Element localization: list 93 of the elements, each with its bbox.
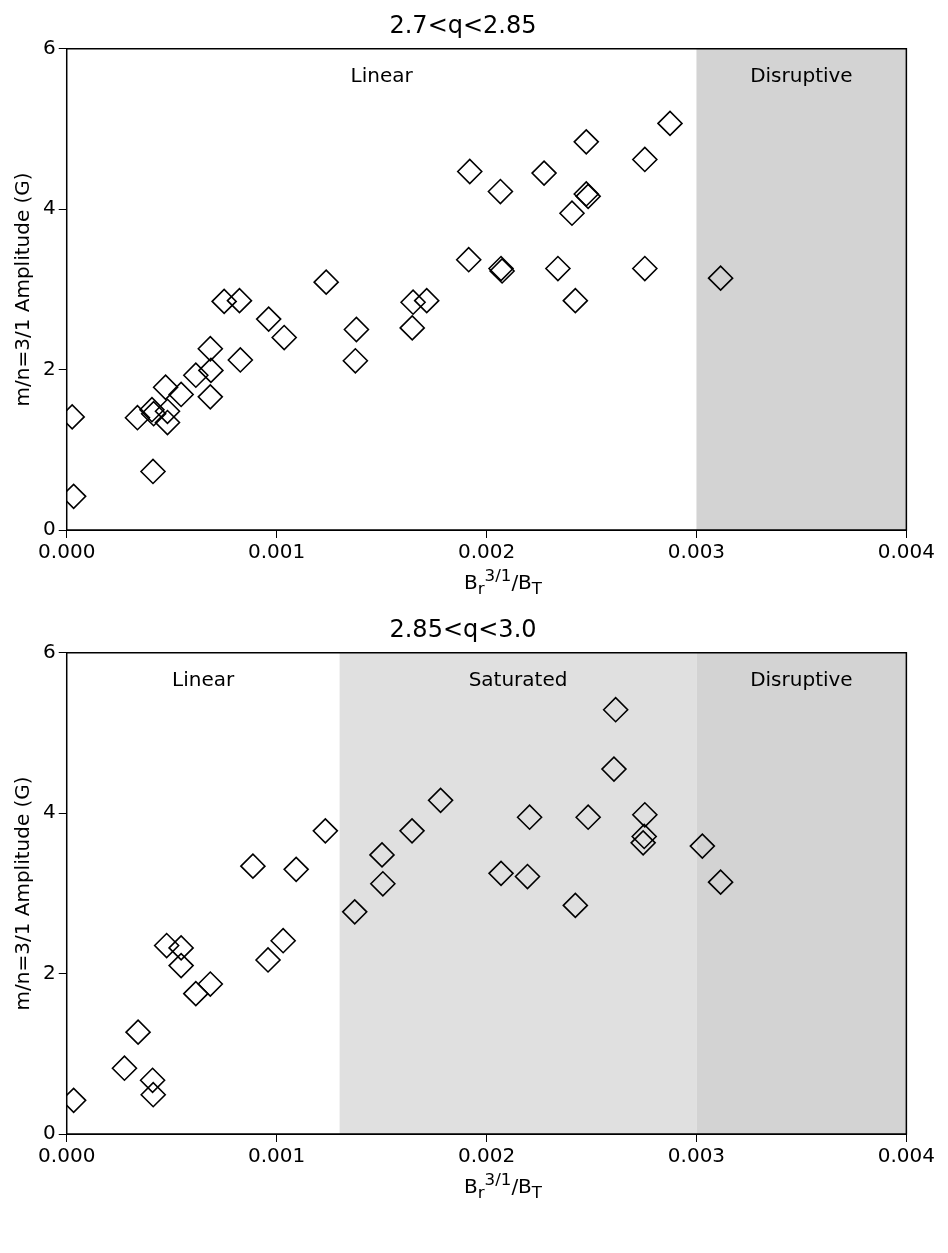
point xyxy=(631,823,657,849)
point xyxy=(140,1081,167,1108)
point xyxy=(154,409,181,436)
x-axis-title: B$_{r}$$^{3/1}$/B$_{T}$ xyxy=(462,566,544,598)
point xyxy=(456,158,483,185)
x-axis-title: B$_{r}$$^{3/1}$/B$_{T}$ xyxy=(462,1169,544,1202)
y-tick-label: 6 xyxy=(42,638,56,663)
point xyxy=(255,306,282,332)
x-tick-label: 0.004 xyxy=(877,539,935,564)
x-tick-label: 0.003 xyxy=(667,1142,726,1167)
point xyxy=(369,841,395,868)
y-axis-title: m/n=3/1 Amplitude (G) xyxy=(10,775,35,1011)
point xyxy=(183,362,209,389)
band-label: Disruptive xyxy=(750,666,853,691)
point xyxy=(125,1019,151,1045)
point xyxy=(531,160,557,186)
point xyxy=(413,287,440,314)
point xyxy=(562,892,589,918)
point xyxy=(153,932,180,958)
point xyxy=(545,255,571,282)
point xyxy=(400,289,426,316)
point xyxy=(197,970,224,997)
point xyxy=(399,315,426,341)
y-axis-title: m/n=3/1 Amplitude (G) xyxy=(10,172,35,407)
point xyxy=(399,817,425,844)
y-tick-label: 2 xyxy=(42,355,56,380)
y-tick-label: 0 xyxy=(42,516,56,541)
point xyxy=(211,288,237,315)
point xyxy=(283,856,309,882)
band-label: Saturated xyxy=(468,666,568,691)
point xyxy=(343,316,370,343)
point xyxy=(111,1055,138,1081)
point xyxy=(370,870,396,897)
point xyxy=(139,1067,166,1093)
point xyxy=(573,129,600,155)
point xyxy=(455,246,482,273)
point xyxy=(488,860,514,886)
point xyxy=(342,347,369,374)
point xyxy=(601,755,627,782)
point xyxy=(562,287,589,314)
point xyxy=(341,898,368,925)
point xyxy=(514,863,541,890)
point xyxy=(255,946,281,973)
point xyxy=(559,200,585,227)
x-tick-label: 0.001 xyxy=(248,1142,306,1167)
chart-title: 2.7<q<2.85 xyxy=(389,10,537,39)
point xyxy=(657,110,683,137)
point xyxy=(707,869,734,895)
point xyxy=(197,335,224,362)
x-tick-label: 0.001 xyxy=(248,539,306,564)
point xyxy=(168,934,194,961)
y-tick-label: 4 xyxy=(42,195,56,220)
point xyxy=(602,696,629,723)
point xyxy=(271,324,297,351)
x-tick-label: 0.004 xyxy=(877,1142,935,1167)
band-label: Disruptive xyxy=(750,63,853,87)
x-tick-label: 0.000 xyxy=(38,1142,96,1167)
point xyxy=(689,832,716,859)
chart-title: 2.85<q<3.0 xyxy=(389,614,537,643)
point xyxy=(240,852,266,879)
point xyxy=(168,381,194,408)
point xyxy=(227,347,254,373)
x-tick-label: 0.002 xyxy=(457,1142,516,1167)
point xyxy=(487,178,514,205)
point xyxy=(226,287,253,314)
point xyxy=(312,817,339,844)
y-tick-label: 0 xyxy=(42,1119,56,1144)
point xyxy=(575,804,601,830)
point xyxy=(140,458,166,485)
point xyxy=(183,980,209,1007)
point xyxy=(707,265,734,291)
point xyxy=(197,384,224,410)
point xyxy=(632,146,658,173)
x-tick-label: 0.003 xyxy=(667,539,726,564)
point xyxy=(270,927,296,954)
point xyxy=(630,829,656,856)
y-tick-label: 2 xyxy=(42,959,56,984)
point xyxy=(313,269,339,295)
point xyxy=(124,404,151,431)
annotation: Linear xyxy=(350,63,414,87)
y-tick-label: 6 xyxy=(42,35,56,59)
point xyxy=(632,255,658,282)
x-tick-label: 0.000 xyxy=(38,539,96,564)
point xyxy=(152,374,179,401)
point xyxy=(168,952,194,979)
x-tick-label: 0.002 xyxy=(457,539,516,564)
y-tick-label: 4 xyxy=(42,799,56,824)
point xyxy=(632,801,658,828)
point xyxy=(154,398,181,425)
annotation: Linear xyxy=(172,666,236,691)
point xyxy=(427,787,454,813)
point xyxy=(516,804,543,830)
point xyxy=(198,357,224,384)
